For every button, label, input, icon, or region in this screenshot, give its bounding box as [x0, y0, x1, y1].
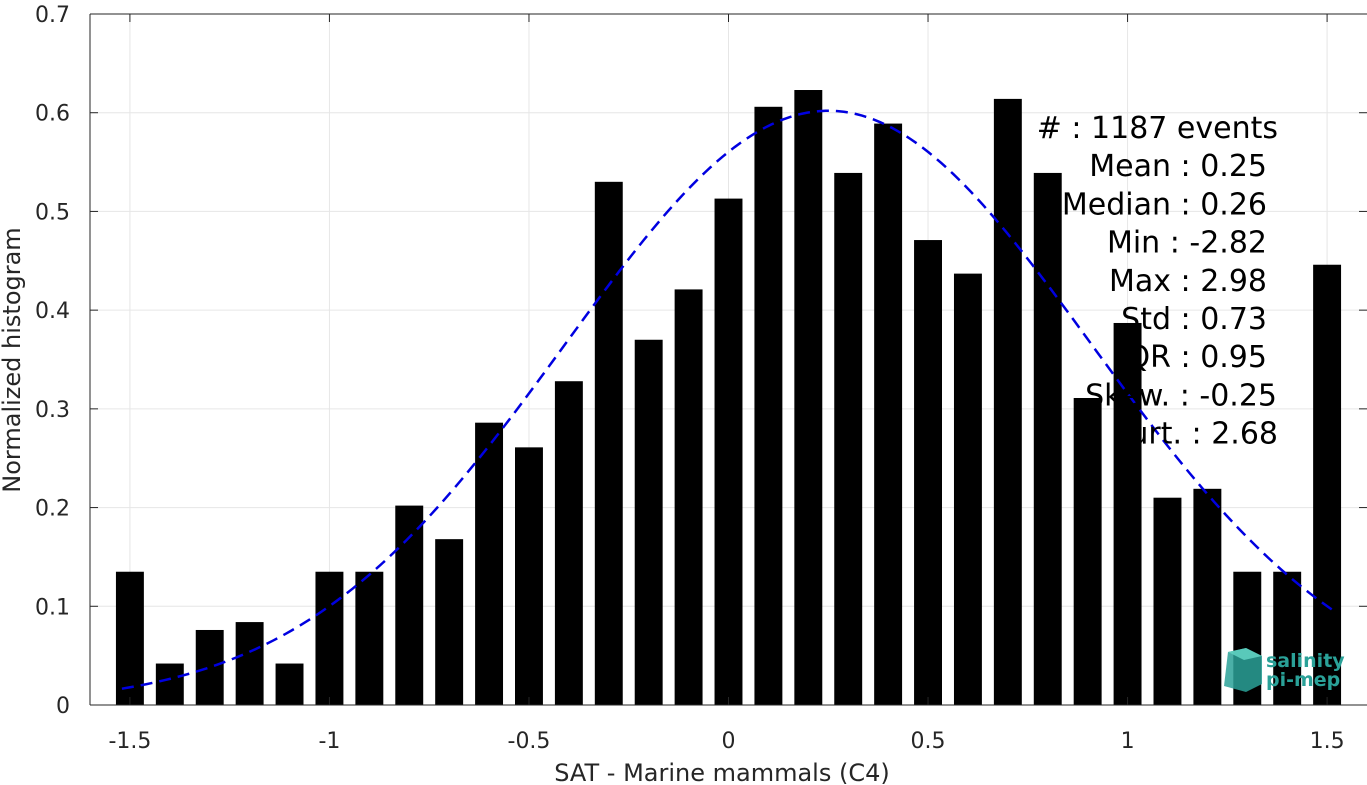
- histogram-bar: [674, 289, 703, 705]
- y-tick-label: 0.1: [35, 595, 70, 620]
- x-tick-label: 0.5: [911, 729, 946, 754]
- histogram-bar: [355, 571, 384, 705]
- y-tick-label: 0.2: [35, 497, 70, 522]
- histogram-bar: [1313, 264, 1342, 705]
- histogram-bar: [1033, 172, 1062, 705]
- stats-line: # : 1187 events: [1037, 111, 1278, 146]
- histogram-bar: [195, 629, 224, 705]
- histogram-bar: [754, 106, 783, 705]
- histogram-bar: [554, 381, 583, 705]
- histogram-bar: [435, 539, 464, 705]
- stats-line: Mean : 0.25: [1089, 149, 1267, 184]
- x-tick-label: -0.5: [508, 729, 551, 754]
- x-axis-label: SAT - Marine mammals (C4): [554, 759, 889, 785]
- histogram-bar: [115, 571, 144, 705]
- histogram-bar: [594, 181, 623, 706]
- stats-line: Max : 2.98: [1109, 264, 1267, 299]
- histogram-bar: [235, 622, 264, 705]
- histogram-bar: [275, 663, 304, 705]
- x-tick-label: -1.5: [108, 729, 151, 754]
- stats-line: Min : -2.82: [1107, 226, 1267, 261]
- stats-line: Skew. : -0.25: [1085, 378, 1277, 413]
- histogram-bar: [1153, 497, 1182, 705]
- histogram-bar: [993, 98, 1022, 705]
- stats-line: Kurt. : 2.68: [1111, 417, 1278, 452]
- x-tick-label: 1: [1121, 729, 1135, 754]
- histogram-bar: [634, 339, 663, 705]
- y-axis-label: Normalized histogram: [0, 227, 26, 492]
- histogram-bar: [1073, 397, 1102, 705]
- y-tick-labels: 0 0.1 0.2 0.3 0.4 0.5 0.6 0.7: [35, 3, 70, 719]
- x-tick-label: -1: [318, 729, 340, 754]
- histogram-bar: [155, 663, 184, 705]
- stats-line: Std : 0.73: [1121, 302, 1267, 337]
- x-tick-label: 0: [722, 729, 736, 754]
- histogram-bar: [834, 172, 863, 705]
- histogram-bar: [874, 123, 903, 705]
- histogram-bars: [115, 90, 1342, 706]
- stats-line: IQR : 0.95: [1118, 340, 1267, 375]
- y-tick-label: 0.4: [35, 299, 70, 324]
- histogram-bar: [1193, 488, 1222, 705]
- y-tick-label: 0.6: [35, 102, 70, 127]
- histogram-bar: [914, 240, 942, 705]
- histogram-bar: [1113, 322, 1142, 705]
- y-tick-label: 0.7: [35, 3, 70, 28]
- y-tick-label: 0.5: [35, 200, 70, 225]
- logo-cube-icon: [1224, 648, 1262, 692]
- salinity-pi-mep-logo: salinity pi-mep: [1224, 648, 1345, 692]
- gaussian-fit-curve: [121, 109, 1336, 690]
- logo-line1: salinity: [1266, 650, 1345, 672]
- stats-line: Median : 0.26: [1062, 187, 1267, 222]
- histogram-bar: [794, 90, 823, 705]
- histogram-bar: [953, 273, 982, 705]
- logo-cube-face: [1228, 648, 1262, 660]
- axes: [89, 13, 1367, 706]
- histogram-bar: [475, 422, 504, 705]
- x-tick-labels: -1.5 -1 -0.5 0 0.5 1 1.5: [108, 729, 1344, 754]
- histogram-bar: [315, 571, 344, 705]
- y-tick-label: 0.3: [35, 398, 70, 423]
- histogram-bar: [395, 505, 424, 705]
- histogram-bar: [714, 198, 743, 706]
- logo-line2: pi-mep: [1266, 669, 1340, 691]
- x-tick-label: 1.5: [1310, 729, 1345, 754]
- y-tick-label: 0: [56, 694, 70, 719]
- histogram-bar: [515, 447, 543, 705]
- histogram-bar: [1273, 571, 1302, 705]
